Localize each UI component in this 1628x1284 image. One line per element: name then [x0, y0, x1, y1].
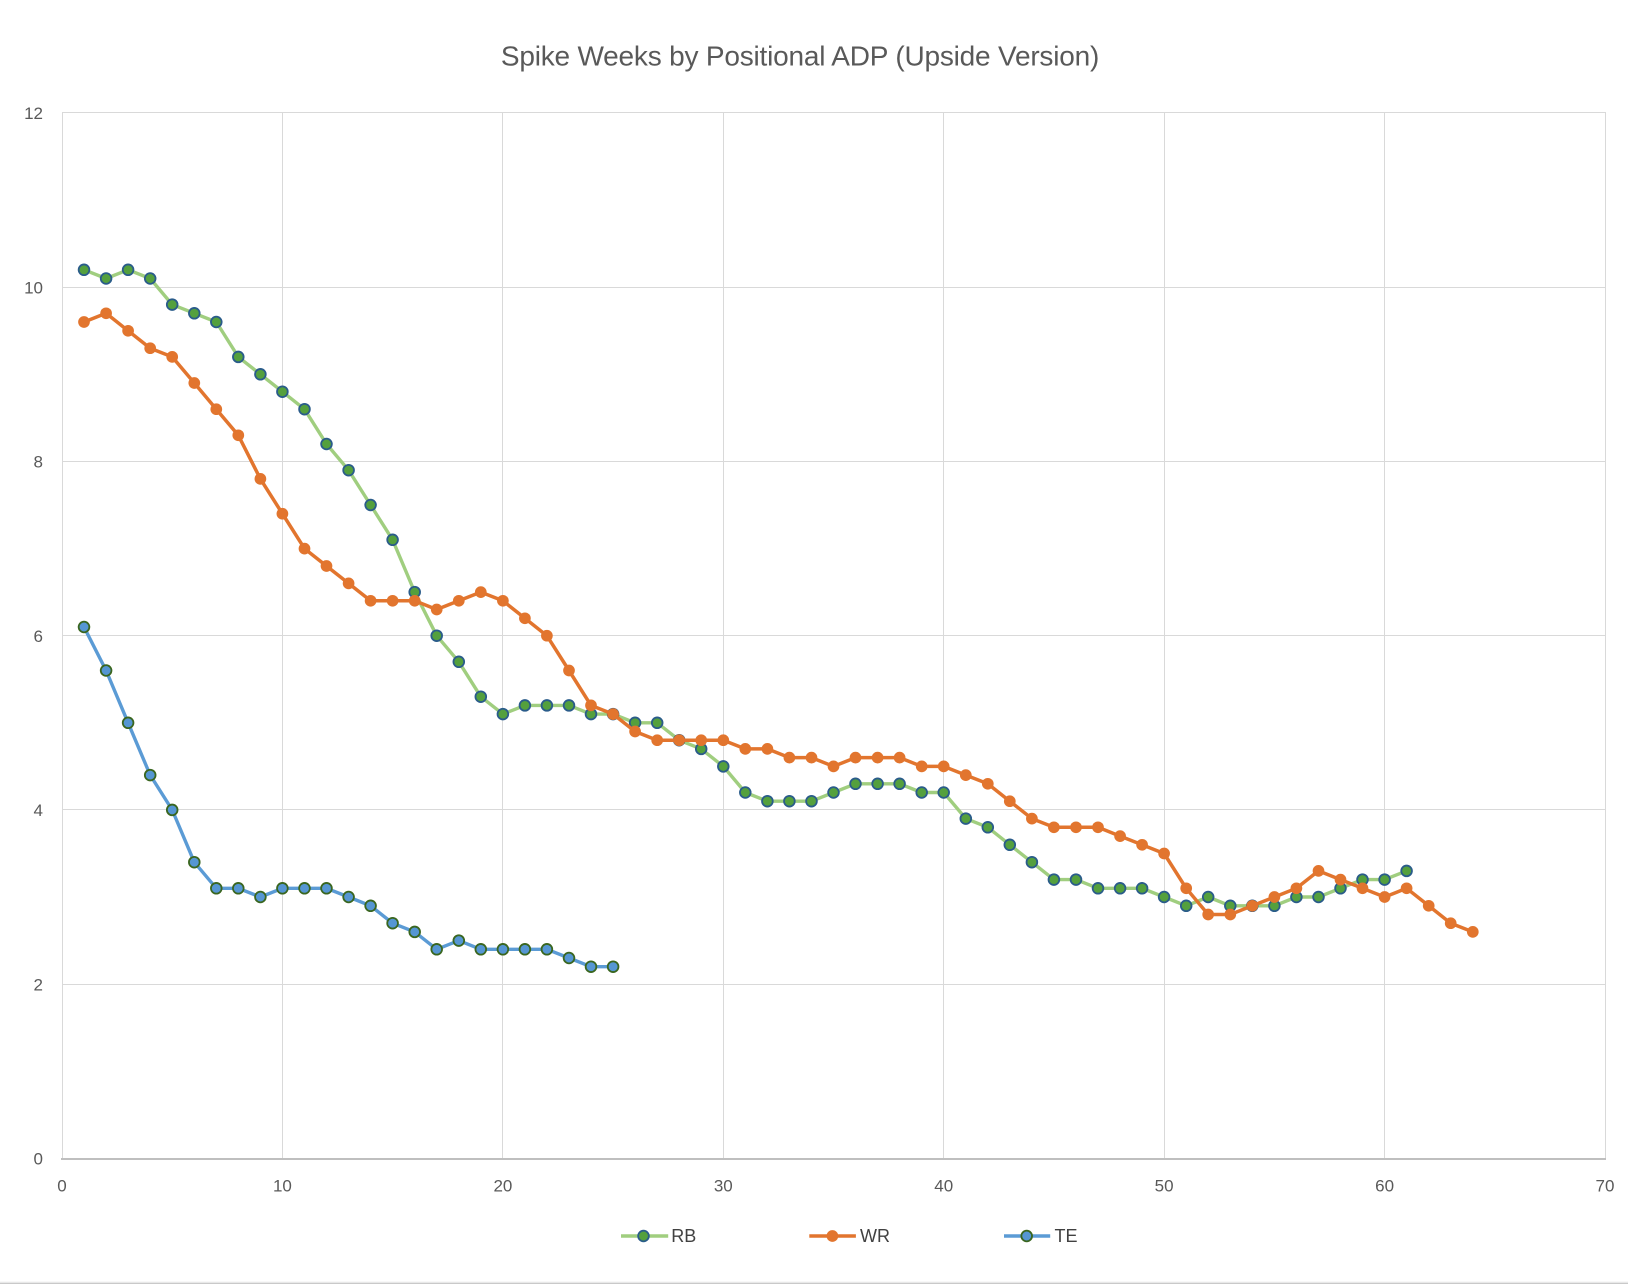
- svg-text:8: 8: [34, 453, 43, 472]
- svg-text:WR: WR: [860, 1226, 890, 1246]
- svg-text:Spike Weeks by Positional ADP: Spike Weeks by Positional ADP (Upside Ve…: [501, 41, 1099, 72]
- svg-text:10: 10: [273, 1177, 292, 1196]
- svg-text:50: 50: [1155, 1177, 1174, 1196]
- svg-text:20: 20: [493, 1177, 512, 1196]
- svg-text:0: 0: [34, 1150, 43, 1169]
- svg-text:30: 30: [714, 1177, 733, 1196]
- svg-text:10: 10: [24, 278, 43, 297]
- svg-text:40: 40: [934, 1177, 953, 1196]
- svg-text:0: 0: [57, 1177, 66, 1196]
- svg-text:RB: RB: [671, 1226, 696, 1246]
- svg-text:70: 70: [1596, 1177, 1615, 1196]
- svg-text:12: 12: [24, 104, 43, 123]
- svg-text:TE: TE: [1055, 1226, 1078, 1246]
- svg-text:2: 2: [34, 975, 43, 994]
- svg-text:6: 6: [34, 627, 43, 646]
- svg-text:4: 4: [34, 801, 43, 820]
- svg-text:60: 60: [1375, 1177, 1394, 1196]
